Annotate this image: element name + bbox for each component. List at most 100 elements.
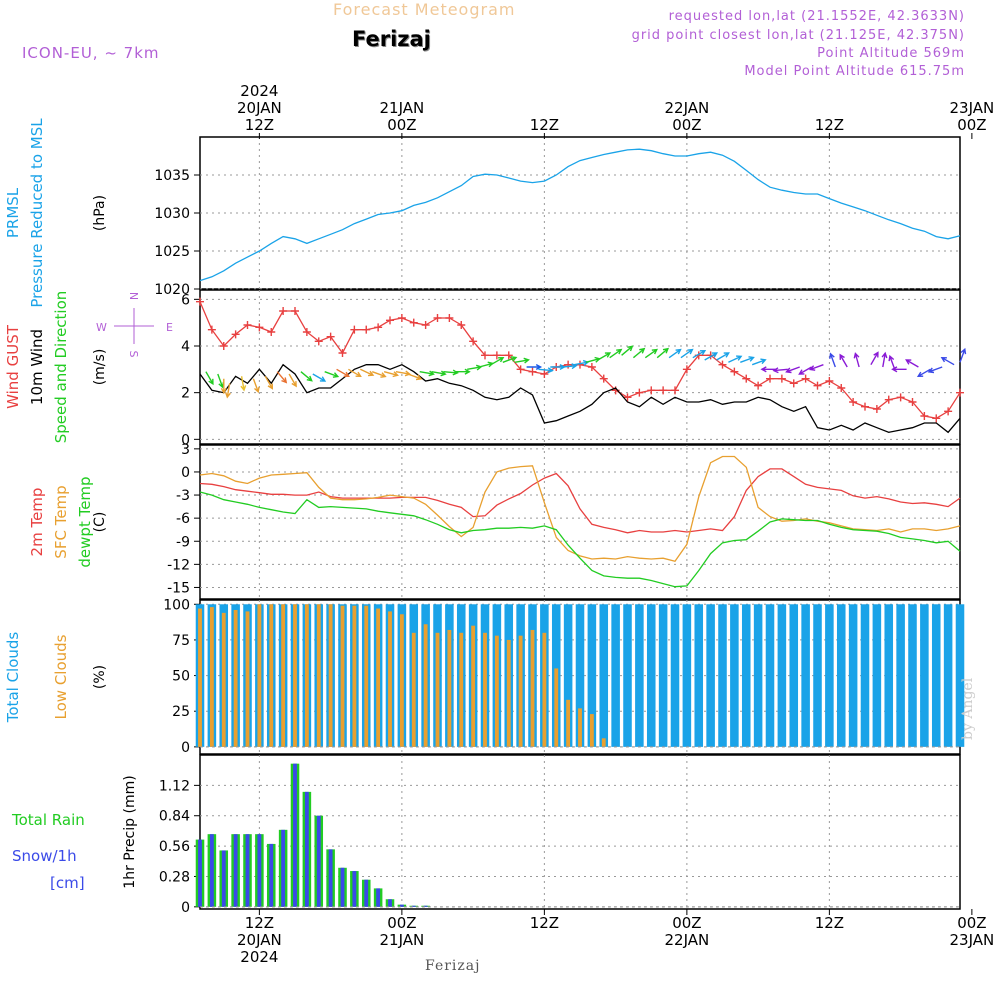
- bar-low-clouds: [198, 608, 202, 747]
- model-label: ICON-EU, ~ 7km: [22, 44, 160, 62]
- wind-arrow: [927, 366, 943, 374]
- y-tick-label: 4: [181, 339, 190, 355]
- bar-low-clouds: [494, 635, 499, 747]
- gust-marker: [469, 337, 478, 346]
- wind-arrow: [621, 345, 634, 356]
- bar-total-clouds: [884, 604, 894, 747]
- bar-total-clouds: [730, 604, 739, 747]
- wind-arrow: [704, 352, 719, 361]
- bar-total-clouds: [753, 604, 763, 747]
- wind-arrow: [751, 358, 767, 366]
- bar-low-clouds: [518, 635, 523, 747]
- panel-frame-precip: [199, 754, 961, 910]
- gust-marker: [777, 374, 786, 383]
- bar-total-clouds: [706, 604, 715, 747]
- side-label: Pressure Reduced to MSL: [28, 118, 46, 308]
- y-axis-label: (m/s): [92, 349, 108, 386]
- y-axis-label: (C): [92, 512, 108, 533]
- bar-total-clouds: [575, 604, 585, 747]
- footer-location: Ferizaj: [425, 958, 481, 974]
- y-tick-label: 0: [181, 740, 190, 756]
- top-time-label: 00Z: [672, 116, 701, 134]
- gust-marker: [766, 374, 774, 383]
- gust-marker: [564, 360, 573, 369]
- bar-snow-1h: [221, 850, 226, 907]
- side-label: 2m Temp: [28, 488, 46, 557]
- gust-marker: [837, 384, 846, 392]
- side-label: Low Clouds: [52, 634, 70, 719]
- gust-marker: [326, 332, 335, 341]
- gust-marker: [457, 321, 466, 329]
- wind-arrow: [585, 356, 601, 363]
- bar-total-clouds: [789, 604, 799, 747]
- wind-arrow: [716, 352, 730, 361]
- bar-total-clouds: [694, 604, 704, 747]
- gust-marker: [872, 405, 881, 413]
- bar-low-clouds: [376, 608, 381, 747]
- y-tick-label: -3: [176, 488, 190, 504]
- wind-arrow: [853, 352, 860, 368]
- gust-marker: [635, 388, 644, 397]
- top-time-label: 12Z: [530, 116, 559, 134]
- y-tick-label: 1025: [154, 244, 190, 260]
- bar-total-clouds: [860, 604, 870, 747]
- bar-snow-1h: [209, 834, 214, 907]
- wind-arrow: [300, 371, 313, 382]
- y-tick-label: 2: [181, 386, 190, 402]
- bar-snow-1h: [269, 843, 274, 907]
- bottom-time-label: 00Z: [672, 914, 701, 932]
- requested-coordinates: requested lon,lat (21.1552E, 42.3633N): [668, 9, 965, 24]
- wind-arrow: [740, 356, 755, 363]
- side-label: Total Rain: [11, 811, 85, 829]
- wind-arrow: [870, 351, 879, 366]
- panel-frame-wind: [199, 289, 961, 445]
- gust-marker: [421, 321, 430, 329]
- bar-low-clouds: [281, 604, 286, 747]
- top-time-label: 00Z: [387, 116, 416, 134]
- bar-total-clouds: [801, 604, 810, 747]
- gust-marker: [647, 386, 656, 395]
- bar-snow-1h: [198, 839, 202, 907]
- wind-arrow: [514, 357, 530, 364]
- y-tick-label: 100: [163, 597, 190, 613]
- gust-marker: [291, 307, 299, 315]
- wind-arrow: [312, 373, 327, 382]
- wind-arrow: [407, 373, 423, 381]
- gust-marker: [682, 365, 691, 374]
- bar-low-clouds: [388, 611, 392, 747]
- bar-total-clouds: [825, 604, 834, 747]
- gust-marker: [481, 351, 489, 360]
- bar-low-clouds: [601, 738, 606, 747]
- gust-marker: [718, 360, 727, 369]
- gust-marker: [279, 307, 288, 315]
- wind-arrow: [798, 366, 812, 375]
- wind-arrow: [252, 378, 260, 394]
- gust-marker: [884, 395, 893, 404]
- wind-arrow: [839, 353, 848, 368]
- y-tick-label: -9: [176, 534, 190, 550]
- watermark: by Angel: [960, 677, 976, 740]
- y-tick-label: 0.28: [159, 869, 190, 885]
- gust-marker: [789, 379, 798, 388]
- bar-low-clouds: [257, 604, 262, 747]
- bar-total-clouds: [587, 604, 597, 747]
- wind-arrow: [609, 348, 623, 359]
- bar-low-clouds: [566, 699, 571, 747]
- bar-total-clouds: [670, 604, 680, 747]
- panel-frame-temperature: [199, 444, 961, 600]
- wind-arrow: [455, 368, 471, 375]
- location-title: Ferizaj: [352, 27, 431, 51]
- bottom-time-label: 12Z: [245, 914, 274, 932]
- y-tick-label: 0.56: [159, 839, 190, 855]
- bar-snow-1h: [281, 829, 286, 907]
- wind-arrow: [217, 373, 225, 389]
- bar-low-clouds: [293, 604, 297, 747]
- y-tick-label: 0: [181, 465, 190, 481]
- series-line: [199, 468, 961, 534]
- y-tick-label: 0: [181, 432, 190, 448]
- gust-marker: [659, 386, 668, 395]
- gust-marker: [587, 363, 596, 371]
- bar-snow-1h: [340, 867, 345, 907]
- gust-marker: [516, 365, 525, 374]
- bar-low-clouds: [399, 614, 404, 747]
